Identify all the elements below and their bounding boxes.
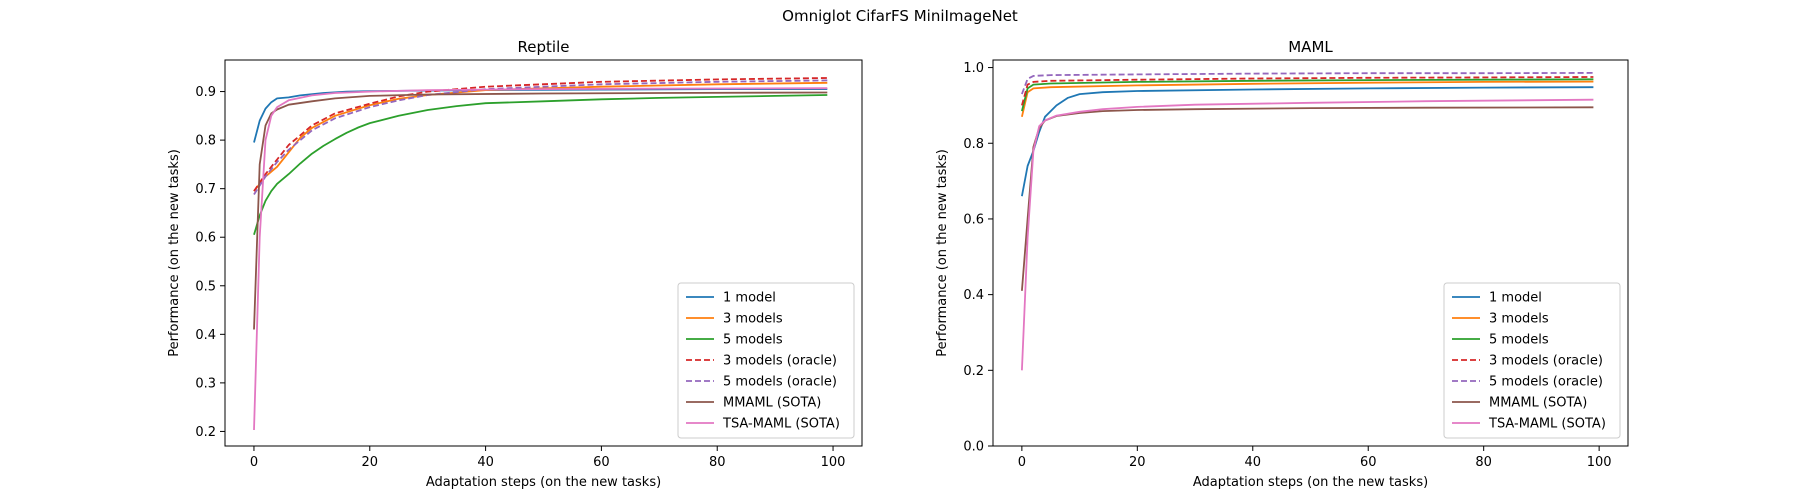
legend-label-5-models: 5 models [1489, 333, 1549, 348]
maml-chart: MAML 0 20 40 60 80 100 0.0 0.2 0.4 0.6 0.8 1.0 Adapta… [935, 38, 1629, 490]
legend-label-3-models: 3 models [723, 312, 783, 327]
x-axis-label: Adaptation steps (on the new tasks) [426, 475, 661, 490]
series-line-3-models [1021, 80, 1594, 118]
legend-label-3-models-oracle: 3 models (oracle) [723, 354, 837, 369]
x-tick-label: 80 [709, 455, 726, 470]
series-line-3-models-oracle [1021, 76, 1594, 106]
series-line-mmaml-sota [1021, 106, 1594, 291]
x-tick-label: 0 [1018, 455, 1026, 470]
legend-label-5-models-oracle: 5 models (oracle) [1489, 375, 1603, 390]
legend-label-5-models: 5 models [723, 333, 783, 348]
figure-title: Omniglot CifarFS MiniImageNet [782, 7, 1018, 25]
legend: 1 model 3 models 5 models 3 models (oracle)… [1443, 282, 1621, 439]
legend-label-3-models-oracle: 3 models (oracle) [1489, 354, 1603, 369]
x-tick-label: 60 [593, 455, 610, 470]
legend-box [1443, 282, 1621, 439]
series-lines [1021, 72, 1594, 371]
legend-label-tsa-maml-sota: TSA-MAML (SOTA) [722, 417, 840, 432]
series-line-5-models-oracle [253, 79, 828, 195]
series-line-3-models [253, 81, 828, 192]
legend-label-mmaml-sota: MMAML (SOTA) [723, 396, 821, 411]
y-tick-label: 0.4 [963, 288, 984, 303]
x-tick-label: 100 [821, 455, 846, 470]
y-tick-label: 0.6 [195, 231, 216, 246]
chart-title: MAML [1288, 38, 1333, 56]
chart-title: Reptile [518, 38, 570, 56]
y-tick-label: 0.6 [963, 212, 984, 227]
x-tick-label: 40 [1244, 455, 1261, 470]
x-tick-label: 0 [250, 455, 258, 470]
y-axis-label: Performance (on the new tasks) [167, 149, 182, 357]
y-tick-label: 0.7 [195, 182, 216, 197]
legend-label-tsa-maml-sota: TSA-MAML (SOTA) [1488, 417, 1606, 432]
x-tick-label: 20 [1129, 455, 1146, 470]
legend: 1 model 3 models 5 models 3 models (oracle)… [677, 282, 855, 439]
series-line-tsa-maml-sota [253, 87, 828, 431]
series-line-5-models [253, 94, 828, 236]
legend-label-1-model: 1 model [1489, 291, 1542, 306]
y-axis-label: Performance (on the new tasks) [935, 149, 950, 357]
plot-frame [224, 59, 863, 447]
legend-label-mmaml-sota: MMAML (SOTA) [1489, 396, 1587, 411]
x-tick-label: 60 [1360, 455, 1377, 470]
x-tick-label: 40 [477, 455, 494, 470]
y-tick-label: 0.0 [963, 440, 984, 455]
x-tick-label: 100 [1587, 455, 1612, 470]
y-tick-label: 0.2 [195, 425, 216, 440]
y-tick-label: 0.5 [195, 279, 216, 294]
legend-label-5-models-oracle: 5 models (oracle) [723, 375, 837, 390]
x-axis-label: Adaptation steps (on the new tasks) [1193, 475, 1428, 490]
series-line-tsa-maml-sota [1021, 98, 1594, 371]
y-tick-label: 1.0 [963, 61, 984, 76]
y-tick-label: 0.8 [195, 134, 216, 149]
y-tick-label: 0.2 [963, 364, 984, 379]
x-tick-label: 80 [1475, 455, 1492, 470]
legend-box [677, 282, 855, 439]
y-tick-label: 0.4 [195, 328, 216, 343]
y-tick-label: 0.3 [195, 376, 216, 391]
y-tick-label: 0.9 [195, 85, 216, 100]
legend-label-3-models: 3 models [1489, 312, 1549, 327]
x-tick-label: 20 [361, 455, 378, 470]
series-lines [253, 77, 828, 431]
series-line-5-models [1021, 78, 1594, 112]
y-tick-label: 0.8 [963, 137, 984, 152]
legend-label-1-model: 1 model [723, 291, 776, 306]
series-line-3-models-oracle [253, 77, 828, 192]
series-line-mmaml-sota [253, 91, 828, 330]
series-line-5-models-oracle [1021, 72, 1594, 95]
reptile-chart: Reptile 0 20 40 60 80 100 0.2 0.3 0.4 0.5 0.6 0.7 0.8… [167, 38, 863, 490]
plot-frame [992, 59, 1629, 447]
